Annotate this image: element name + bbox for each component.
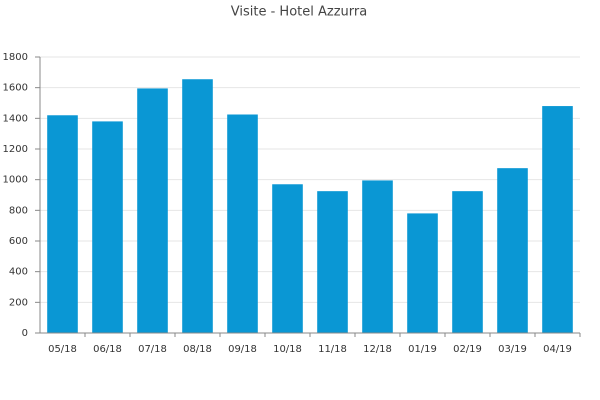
- x-tick-label: 04/19: [543, 344, 572, 355]
- bar: [452, 191, 483, 333]
- y-tick-label: 1600: [3, 83, 28, 94]
- x-tick-label: 08/18: [183, 344, 212, 355]
- bar: [407, 213, 438, 333]
- bar: [317, 191, 348, 333]
- x-tick-label: 11/18: [318, 344, 347, 355]
- x-tick-label: 07/18: [138, 344, 167, 355]
- y-tick-label: 1200: [3, 144, 28, 155]
- bar: [182, 79, 213, 333]
- bar: [92, 121, 123, 334]
- bar: [47, 115, 78, 334]
- y-tick-label: 400: [9, 267, 28, 278]
- y-tick-label: 1800: [3, 52, 28, 63]
- x-tick-label: 02/19: [453, 344, 482, 355]
- x-tick-label: 12/18: [363, 344, 392, 355]
- bar: [497, 168, 528, 333]
- bar: [227, 114, 258, 333]
- chart-title: Visite - Hotel Azzurra: [231, 5, 367, 20]
- y-tick-label: 1000: [3, 175, 28, 186]
- y-tick-label: 800: [9, 205, 28, 216]
- x-tick-label: 10/18: [273, 344, 302, 355]
- x-tick-label: 05/18: [48, 344, 77, 355]
- bar: [362, 180, 393, 333]
- x-tick-label: 01/19: [408, 344, 437, 355]
- y-tick-label: 0: [22, 328, 28, 339]
- y-tick-label: 600: [9, 236, 28, 247]
- y-tick-label: 1400: [3, 113, 28, 124]
- x-tick-label: 09/18: [228, 344, 257, 355]
- y-tick-label: 200: [9, 297, 28, 308]
- x-tick-label: 03/19: [498, 344, 527, 355]
- x-tick-label: 06/18: [93, 344, 122, 355]
- bar: [542, 106, 573, 333]
- bar: [137, 88, 168, 333]
- bar: [272, 184, 303, 333]
